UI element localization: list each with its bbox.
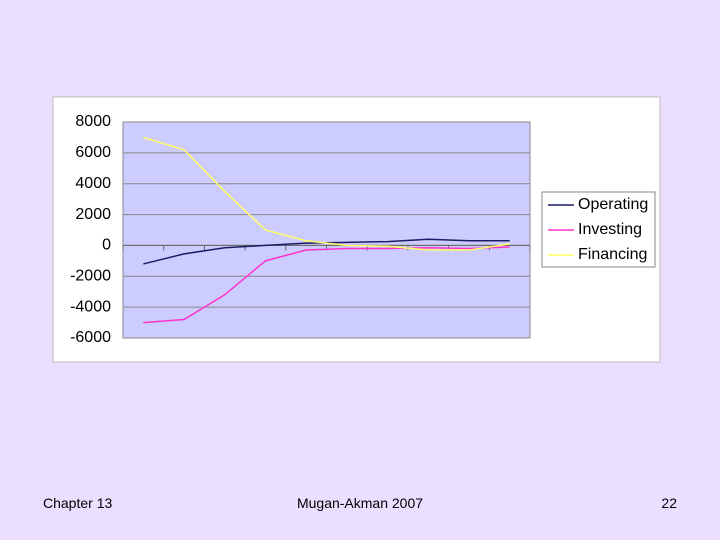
plot-area xyxy=(122,121,531,339)
legend-label: Operating xyxy=(578,196,648,213)
legend-label: Investing xyxy=(578,221,642,238)
y-tick-label: 4000 xyxy=(75,175,111,192)
footer-left: Chapter 13 xyxy=(43,495,113,511)
y-tick-label: 2000 xyxy=(75,206,111,223)
y-tick-label: -6000 xyxy=(70,329,111,346)
y-tick-label: 0 xyxy=(102,237,111,254)
footer-right: 22 xyxy=(661,495,677,511)
footer-center: Mugan-Akman 2007 xyxy=(296,495,424,511)
y-tick-label: -4000 xyxy=(70,298,111,315)
y-tick-label: 8000 xyxy=(75,113,111,130)
y-tick-label: -2000 xyxy=(70,268,111,285)
y-tick-label: 6000 xyxy=(75,144,111,161)
series-line xyxy=(143,136,510,251)
legend-label: Financing xyxy=(578,246,647,263)
series-line xyxy=(143,246,510,324)
